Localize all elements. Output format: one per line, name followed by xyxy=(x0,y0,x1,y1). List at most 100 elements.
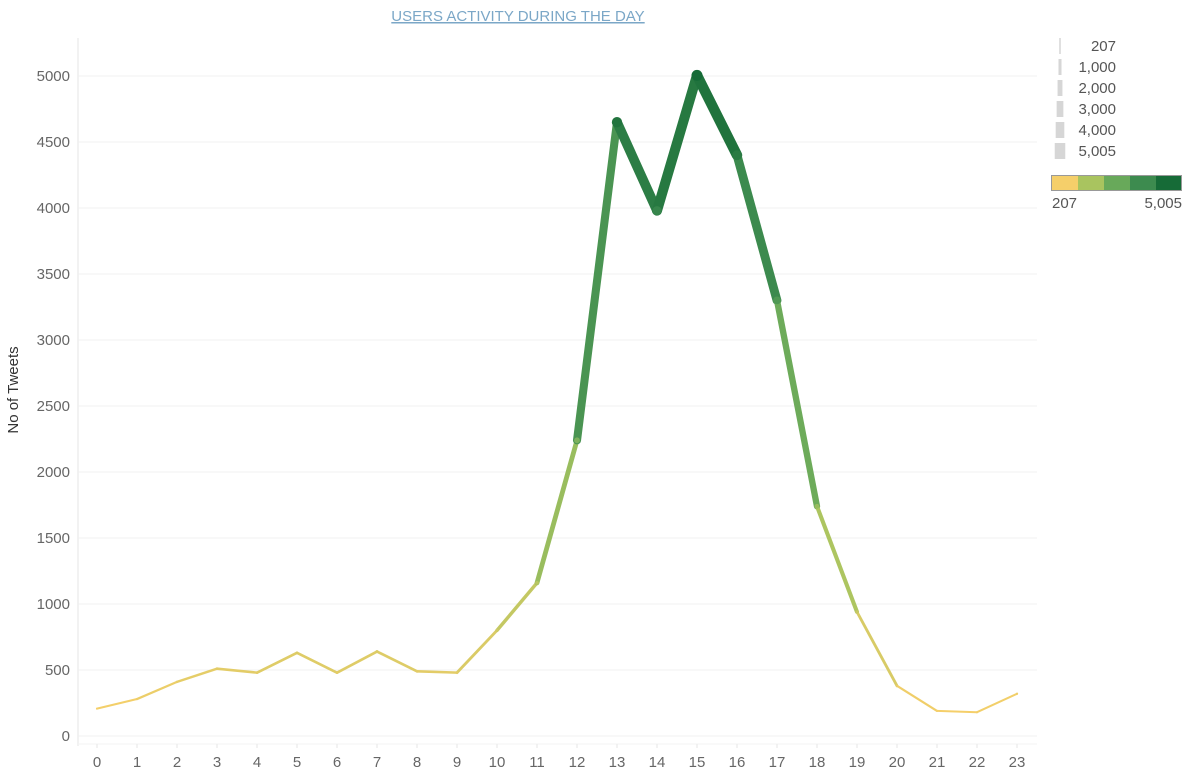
data-point xyxy=(295,651,299,655)
color-legend-swatch xyxy=(1104,176,1130,191)
x-tick-label: 5 xyxy=(293,754,301,771)
size-legend-swatch xyxy=(1055,122,1065,138)
x-tick-label: 11 xyxy=(529,754,545,771)
size-legend-swatch xyxy=(1058,59,1062,75)
data-point xyxy=(375,650,379,653)
y-tick-label: 1500 xyxy=(37,530,70,547)
size-legend-label: 3,000 xyxy=(1078,101,1116,118)
x-tick-label: 22 xyxy=(969,754,986,771)
data-point xyxy=(175,680,179,684)
y-axis: 0 500 1000 1500 2000 2500 3000 3500 4000 4500 5000 xyxy=(37,68,70,745)
line-segment xyxy=(255,651,299,674)
y-tick-label: 2000 xyxy=(37,464,70,481)
color-legend-swatch xyxy=(1130,176,1156,191)
data-point xyxy=(1015,692,1019,695)
x-tick-label: 13 xyxy=(609,754,626,771)
data-point xyxy=(495,628,499,632)
x-tick-label: 18 xyxy=(809,754,826,771)
line-segment xyxy=(651,70,703,216)
x-tick-label: 19 xyxy=(849,754,866,771)
size-legend-label: 207 xyxy=(1091,38,1116,55)
data-point xyxy=(574,437,580,444)
y-tick-label: 500 xyxy=(45,662,70,679)
line-segment xyxy=(691,70,743,161)
y-tick-label: 4000 xyxy=(37,200,70,217)
line-segment xyxy=(612,117,662,216)
line-segment xyxy=(895,684,939,712)
line-segment xyxy=(135,680,179,701)
color-legend-swatch xyxy=(1078,176,1104,191)
size-legend-label: 2,000 xyxy=(1078,80,1116,97)
data-point xyxy=(814,503,820,509)
data-point xyxy=(415,670,419,673)
color-legend-min-label: 207 xyxy=(1052,195,1077,212)
y-axis-label: No of Tweets xyxy=(5,346,22,433)
x-axis: 0 1 2 3 4 5 6 7 8 9 10 11 12 13 14 15 16 17 18 19 20 21 22 23 xyxy=(78,743,1037,771)
color-legend-border xyxy=(1051,175,1182,191)
x-tick-label: 23 xyxy=(1009,754,1026,771)
y-tick-label: 3500 xyxy=(37,266,70,283)
legend: 207 1,000 2,000 3,000 4,000 5,005 207 5,005 xyxy=(1051,38,1182,212)
line-segment xyxy=(732,150,782,305)
data-point xyxy=(773,296,781,305)
x-tick-label: 10 xyxy=(489,754,506,771)
x-tick-label: 0 xyxy=(93,754,101,771)
x-tick-label: 2 xyxy=(173,754,181,771)
size-legend-label: 5,005 xyxy=(1078,143,1116,160)
x-tick-label: 8 xyxy=(413,754,421,771)
size-legend-swatch xyxy=(1057,80,1063,96)
size-legend-swatch xyxy=(1056,101,1064,117)
line-segment xyxy=(455,628,499,675)
gridlines xyxy=(78,75,1037,737)
x-tick-label: 1 xyxy=(133,754,141,771)
y-tick-label: 5000 xyxy=(37,68,70,85)
data-point xyxy=(936,709,938,712)
x-tick-label: 3 xyxy=(213,754,221,771)
data-point xyxy=(535,580,539,585)
size-legend-swatch xyxy=(1059,38,1061,54)
x-tick-label: 12 xyxy=(569,754,586,771)
line-segment xyxy=(415,670,459,674)
data-point xyxy=(691,69,703,81)
line-segment xyxy=(215,667,259,674)
color-legend-swatch xyxy=(1052,176,1078,191)
line-segment xyxy=(95,698,139,710)
size-legend-label: 1,000 xyxy=(1078,59,1116,76)
color-legend-max-label: 5,005 xyxy=(1144,195,1182,212)
x-tick-label: 6 xyxy=(333,754,341,771)
size-legend-swatch xyxy=(1054,143,1066,159)
data-point xyxy=(135,697,139,701)
x-tick-label: 15 xyxy=(689,754,706,771)
data-point xyxy=(96,707,98,710)
x-tick-label: 4 xyxy=(253,754,261,771)
x-tick-label: 7 xyxy=(373,754,381,771)
x-tick-label: 21 xyxy=(929,754,946,771)
line-segment xyxy=(375,650,419,673)
line-segment xyxy=(975,692,1019,714)
line-segment xyxy=(335,650,379,674)
y-tick-label: 1000 xyxy=(37,596,70,613)
color-legend-swatch xyxy=(1156,176,1182,191)
x-tick-label: 17 xyxy=(769,754,786,771)
size-legend-label: 4,000 xyxy=(1078,122,1116,139)
y-tick-label: 3000 xyxy=(37,332,70,349)
data-point xyxy=(652,206,662,216)
data-point xyxy=(732,150,742,161)
data-point xyxy=(611,117,623,128)
line-segment xyxy=(175,667,219,684)
line-segment xyxy=(295,651,339,674)
data-point xyxy=(976,711,978,714)
data-point xyxy=(895,684,899,688)
chart-title[interactable]: USERS ACTIVITY DURING THE DAY xyxy=(391,8,644,25)
y-tick-label: 4500 xyxy=(37,134,70,151)
line-segment xyxy=(534,437,580,586)
x-tick-label: 14 xyxy=(649,754,666,771)
data-point xyxy=(335,671,339,674)
data-point xyxy=(255,671,259,674)
x-tick-label: 20 xyxy=(889,754,906,771)
line-segment xyxy=(814,504,860,614)
line-segment xyxy=(855,610,899,688)
y-tick-label: 0 xyxy=(62,728,70,745)
data-point xyxy=(455,671,459,674)
line-segment xyxy=(773,297,821,510)
